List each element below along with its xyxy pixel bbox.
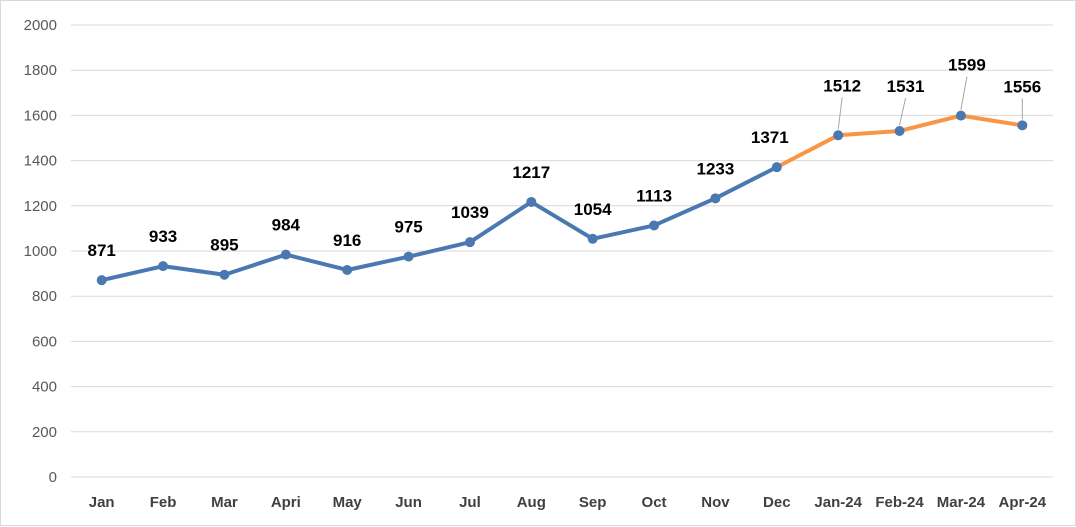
y-tick-label: 400 bbox=[32, 379, 57, 396]
series-line-segment bbox=[713, 165, 779, 201]
data-point bbox=[526, 196, 537, 207]
x-tick-label: Jan bbox=[89, 494, 115, 511]
y-tick-label: 1200 bbox=[24, 198, 57, 215]
series-line-segment bbox=[345, 254, 411, 272]
x-tick-label: Sep bbox=[579, 494, 607, 511]
x-tick-label: Aug bbox=[517, 494, 546, 511]
data-label: 1217 bbox=[512, 163, 550, 182]
x-tick-label: Jan-24 bbox=[814, 494, 862, 511]
series-line-segment bbox=[99, 264, 166, 283]
series-line-segment bbox=[958, 113, 1025, 128]
y-tick-label: 600 bbox=[32, 333, 57, 350]
y-tick-label: 200 bbox=[32, 424, 57, 441]
data-label: 1371 bbox=[751, 128, 789, 147]
x-tick-label: May bbox=[333, 494, 363, 511]
data-point bbox=[587, 233, 598, 244]
data-point bbox=[219, 269, 230, 280]
x-tick-label: Nov bbox=[701, 494, 730, 511]
x-tick-label: Feb-24 bbox=[875, 494, 924, 511]
data-point bbox=[342, 264, 353, 275]
series-line-segment bbox=[590, 223, 657, 241]
series-line-segment bbox=[467, 199, 534, 245]
y-tick-label: 1000 bbox=[24, 243, 57, 260]
data-point bbox=[464, 237, 475, 248]
data-label: 1556 bbox=[1003, 77, 1041, 96]
data-point bbox=[649, 220, 660, 231]
y-tick-label: 800 bbox=[32, 288, 57, 305]
series-line-segment bbox=[222, 252, 288, 277]
y-tick-label: 1400 bbox=[24, 153, 57, 170]
x-tick-label: Oct bbox=[642, 494, 667, 511]
series-line-segment bbox=[406, 240, 472, 259]
x-tick-label: Feb bbox=[150, 494, 177, 511]
data-point bbox=[955, 110, 966, 121]
data-label: 975 bbox=[394, 218, 422, 237]
series-line-segment bbox=[652, 196, 718, 228]
x-tick-label: Jun bbox=[395, 494, 422, 511]
label-leader-line bbox=[899, 97, 907, 126]
data-label: 1054 bbox=[574, 200, 612, 219]
data-label: 1599 bbox=[948, 56, 986, 75]
data-label: 871 bbox=[88, 241, 116, 260]
data-point bbox=[833, 130, 844, 141]
data-label: 1512 bbox=[823, 76, 861, 95]
label-leader-line bbox=[960, 76, 968, 110]
x-tick-label: Jul bbox=[459, 494, 481, 511]
series-line-segment bbox=[283, 252, 350, 272]
x-tick-label: Apr-24 bbox=[999, 494, 1047, 511]
x-tick-label: Apri bbox=[271, 494, 301, 511]
data-point bbox=[96, 275, 107, 286]
series-line-segment bbox=[836, 128, 902, 138]
data-label: 1531 bbox=[887, 77, 925, 96]
series-line-segment bbox=[774, 133, 841, 170]
data-point bbox=[280, 249, 291, 260]
data-point bbox=[894, 125, 905, 136]
data-point bbox=[403, 251, 414, 262]
data-label: 916 bbox=[333, 231, 361, 250]
y-tick-label: 1600 bbox=[24, 107, 57, 124]
label-leader-line bbox=[837, 97, 843, 130]
y-tick-label: 0 bbox=[49, 469, 57, 486]
series-line-segment bbox=[897, 113, 963, 133]
series-line-segment bbox=[161, 264, 227, 277]
data-point bbox=[710, 193, 721, 204]
series-line-segment bbox=[529, 199, 595, 241]
data-point bbox=[158, 261, 169, 272]
x-tick-label: Mar bbox=[211, 494, 238, 511]
data-label: 933 bbox=[149, 227, 177, 246]
y-tick-label: 1800 bbox=[24, 62, 57, 79]
x-tick-label: Dec bbox=[763, 494, 791, 511]
data-label: 1113 bbox=[636, 186, 672, 205]
data-point bbox=[1017, 120, 1028, 131]
data-point bbox=[771, 162, 782, 173]
data-label: 984 bbox=[272, 216, 301, 235]
x-tick-label: Mar-24 bbox=[937, 494, 986, 511]
y-tick-label: 2000 bbox=[24, 17, 57, 34]
data-label: 1039 bbox=[451, 203, 489, 222]
data-label: 1233 bbox=[697, 159, 735, 178]
data-label: 895 bbox=[210, 236, 238, 255]
